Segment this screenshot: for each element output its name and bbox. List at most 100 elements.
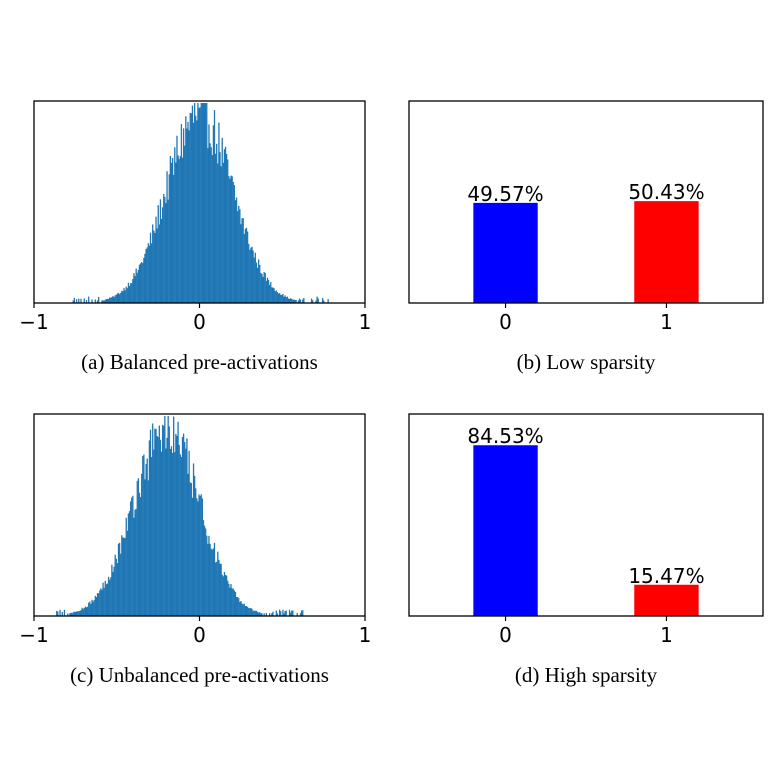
histogram-bin xyxy=(139,263,142,303)
x-ticks: −1 0 1 xyxy=(19,616,371,647)
histogram-bin xyxy=(168,174,170,303)
histogram-bin xyxy=(146,247,148,303)
caption: (c) Unbalanced pre-activations xyxy=(70,663,329,687)
histogram-bin xyxy=(105,299,108,303)
histogram-bars xyxy=(56,416,304,616)
histogram-bin xyxy=(176,135,178,303)
histogram-bin xyxy=(188,130,190,303)
histogram-bin xyxy=(129,283,132,303)
histogram-bin xyxy=(289,298,292,303)
histogram-bin xyxy=(230,584,232,616)
histogram-bin xyxy=(264,272,266,303)
histogram-bin xyxy=(186,128,188,303)
histogram-bin xyxy=(113,566,115,616)
histogram-bin xyxy=(96,592,99,616)
histogram-bin xyxy=(220,166,222,303)
histogram-bin xyxy=(127,513,130,616)
histogram-bin xyxy=(248,608,250,616)
histogram-bin xyxy=(133,517,135,616)
histogram-bin xyxy=(72,612,74,616)
histogram-bin xyxy=(243,233,245,303)
histogram-bin xyxy=(323,300,325,303)
histogram-bin xyxy=(298,298,301,303)
histogram-bin xyxy=(132,495,134,616)
histogram-bin xyxy=(189,482,191,616)
histogram-bin xyxy=(219,563,221,616)
histogram-bin xyxy=(299,299,302,303)
histogram-bin xyxy=(246,606,249,616)
histogram-bin xyxy=(128,285,131,303)
histogram-bin xyxy=(211,549,213,616)
caption: (b) Low sparsity xyxy=(517,350,656,374)
histogram-bin xyxy=(85,300,88,303)
histogram-bin xyxy=(123,537,125,616)
histogram-bin xyxy=(129,501,132,616)
histogram-bin xyxy=(125,517,127,616)
histogram-bin xyxy=(254,610,256,616)
histogram-bin xyxy=(251,246,253,303)
bar-data-label: 84.53% xyxy=(467,424,543,448)
histogram-bin xyxy=(219,152,221,303)
histogram-bin xyxy=(223,571,226,616)
histogram-bin xyxy=(94,299,96,303)
histogram-bin xyxy=(136,480,138,616)
histogram-bin xyxy=(217,163,219,303)
histogram-bin xyxy=(217,551,219,616)
histogram-bin xyxy=(101,300,103,303)
histogram-bin xyxy=(100,588,102,616)
histogram-bin xyxy=(289,612,292,616)
histogram-bin xyxy=(111,564,113,616)
histogram-bin xyxy=(112,295,114,303)
histogram-bin xyxy=(270,282,272,303)
histogram-bin xyxy=(227,580,229,616)
histogram-bin xyxy=(242,218,244,303)
histogram-bin xyxy=(81,607,83,616)
histogram-bin xyxy=(133,273,135,303)
histogram-bin xyxy=(170,446,173,616)
histogram-bin xyxy=(170,162,173,303)
histogram-bin xyxy=(166,171,168,303)
histogram-bin xyxy=(271,613,273,616)
histogram-bin xyxy=(107,298,110,303)
histogram-bin xyxy=(244,228,247,303)
histogram-bin xyxy=(265,280,268,303)
bar-data-label: 49.57% xyxy=(467,182,543,206)
histogram-bin xyxy=(124,290,126,303)
histogram-bin xyxy=(240,601,242,616)
histogram-bin xyxy=(235,596,238,616)
histogram-bin xyxy=(120,292,122,303)
histogram-bin xyxy=(56,610,58,616)
histogram-bin xyxy=(292,299,294,303)
histogram-bin xyxy=(327,299,329,303)
histogram-bin xyxy=(259,264,261,303)
histogram-bin xyxy=(63,609,66,616)
histogram-bin xyxy=(275,610,277,616)
histogram-bin xyxy=(90,603,92,616)
histogram-bin xyxy=(88,296,90,303)
histogram-bin xyxy=(61,611,63,616)
histogram-bin xyxy=(231,176,233,303)
histogram-bin xyxy=(187,473,189,616)
histogram-bin xyxy=(282,609,284,616)
histogram-bin xyxy=(160,218,163,303)
histogram-bin xyxy=(176,435,178,616)
histogram-bin xyxy=(159,199,162,303)
histogram-bin xyxy=(122,537,124,616)
histogram-bin xyxy=(78,611,80,616)
histogram-bin xyxy=(253,257,255,303)
histogram-bin xyxy=(249,608,251,616)
histogram-bin xyxy=(73,611,76,616)
x-tick-label: 1 xyxy=(359,623,372,647)
histogram-bin xyxy=(71,613,73,616)
histogram-bin xyxy=(282,293,284,303)
histogram-bin xyxy=(139,497,142,616)
histogram-bin xyxy=(274,291,276,303)
histogram-bin xyxy=(190,113,192,304)
histogram-bin xyxy=(248,243,250,303)
histogram-bin xyxy=(153,230,155,303)
histogram-bin xyxy=(277,293,280,303)
histogram-bin xyxy=(109,297,111,303)
histogram-bin xyxy=(131,283,133,303)
